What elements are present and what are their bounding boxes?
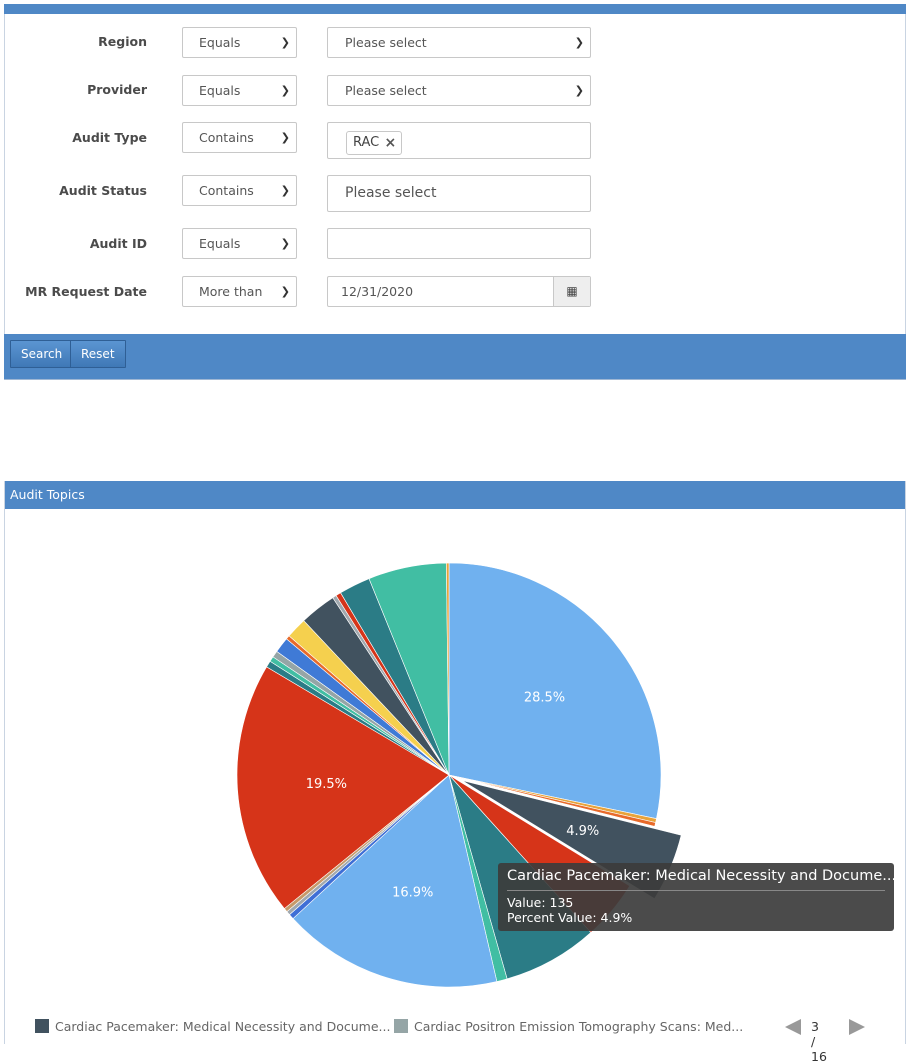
legend-swatch [35, 1019, 49, 1033]
region-value-select[interactable]: Please select ❯ [327, 27, 591, 58]
legend-item-label: Cardiac Pacemaker: Medical Necessity and… [55, 1019, 391, 1034]
mr-request-date-operator-select[interactable]: More than ❯ [182, 276, 297, 307]
pie-slice[interactable] [448, 562, 662, 820]
audit-type-operator-value: Contains [199, 130, 254, 145]
chevron-down-icon: ❯ [574, 36, 584, 49]
audit-topics-title: Audit Topics [5, 481, 905, 509]
pie-slice-label: 4.9% [566, 824, 599, 839]
provider-value-select[interactable]: Please select ❯ [327, 75, 591, 106]
legend-swatch [394, 1019, 408, 1033]
tooltip-title: Cardiac Pacemaker: Medical Necessity and… [507, 868, 897, 884]
pie-slice-label: 28.5% [524, 691, 565, 706]
provider-value-text: Please select [345, 83, 427, 98]
pie-slice-label: 19.5% [306, 777, 347, 792]
audit-id-label: Audit ID [89, 236, 147, 251]
audit-status-label: Audit Status [59, 183, 147, 198]
mr-request-date-value: 12/31/2020 [341, 284, 414, 299]
pie-slice[interactable] [448, 774, 656, 827]
audit-status-placeholder: Please select [345, 185, 437, 201]
chevron-down-icon: ❯ [280, 36, 290, 49]
filter-panel-header [4, 4, 906, 14]
filter-action-bar: Search Reset [4, 334, 906, 380]
pie-slice[interactable] [292, 774, 498, 988]
region-label: Region [98, 34, 147, 49]
chevron-down-icon: ❯ [280, 237, 290, 250]
chevron-down-icon: ❯ [280, 84, 290, 97]
region-value-text: Please select [345, 35, 427, 50]
audit-id-input[interactable] [327, 228, 591, 259]
audit-status-multiselect[interactable]: Please select [327, 175, 591, 212]
remove-chip-icon[interactable]: × [384, 135, 397, 151]
mr-request-date-operator-value: More than [199, 284, 263, 299]
audit-type-chip: RAC × [346, 131, 403, 155]
chart-tooltip: Cardiac Pacemaker: Medical Necessity and… [498, 863, 897, 931]
legend-page-indicator: 3 / 16 [811, 1019, 827, 1064]
calendar-icon[interactable]: ▦ [553, 277, 590, 306]
chevron-down-icon: ❯ [280, 285, 290, 298]
legend-next-icon[interactable] [849, 1019, 865, 1035]
audit-status-operator-select[interactable]: Contains ❯ [182, 175, 297, 206]
provider-operator-value: Equals [199, 83, 241, 98]
reset-button[interactable]: Reset [70, 340, 126, 368]
provider-operator-select[interactable]: Equals ❯ [182, 75, 297, 106]
provider-label: Provider [87, 82, 147, 97]
tooltip-percent: Percent Value: 4.9% [507, 910, 633, 925]
region-operator-value: Equals [199, 35, 241, 50]
pie-slice[interactable] [236, 666, 450, 910]
audit-id-operator-select[interactable]: Equals ❯ [182, 228, 297, 259]
pie-slice[interactable] [446, 562, 450, 776]
audit-id-operator-value: Equals [199, 236, 241, 251]
chevron-down-icon: ❯ [574, 84, 584, 97]
search-button[interactable]: Search [10, 340, 74, 368]
pie-slice-label: 16.9% [392, 885, 433, 900]
chevron-down-icon: ❯ [280, 131, 290, 144]
legend-prev-icon[interactable] [785, 1019, 801, 1035]
audit-type-multiselect[interactable]: RAC × [327, 122, 591, 159]
legend-item[interactable]: Cardiac Positron Emission Tomography Sca… [394, 1019, 743, 1035]
audit-type-operator-select[interactable]: Contains ❯ [182, 122, 297, 153]
legend-item-label: Cardiac Positron Emission Tomography Sca… [414, 1019, 744, 1034]
audit-status-operator-value: Contains [199, 183, 254, 198]
audit-type-chip-label: RAC [353, 135, 380, 150]
chevron-down-icon: ❯ [280, 184, 290, 197]
tooltip-divider [507, 890, 885, 891]
mr-request-date-label: MR Request Date [25, 284, 147, 299]
legend-item[interactable]: Cardiac Pacemaker: Medical Necessity and… [35, 1019, 390, 1035]
filter-panel: Region Equals ❯ Please select ❯ Provider… [4, 14, 906, 334]
audit-type-label: Audit Type [72, 130, 147, 145]
tooltip-value: Value: 135 [507, 895, 574, 910]
mr-request-date-input[interactable]: 12/31/2020 ▦ [327, 276, 591, 307]
region-operator-select[interactable]: Equals ❯ [182, 27, 297, 58]
